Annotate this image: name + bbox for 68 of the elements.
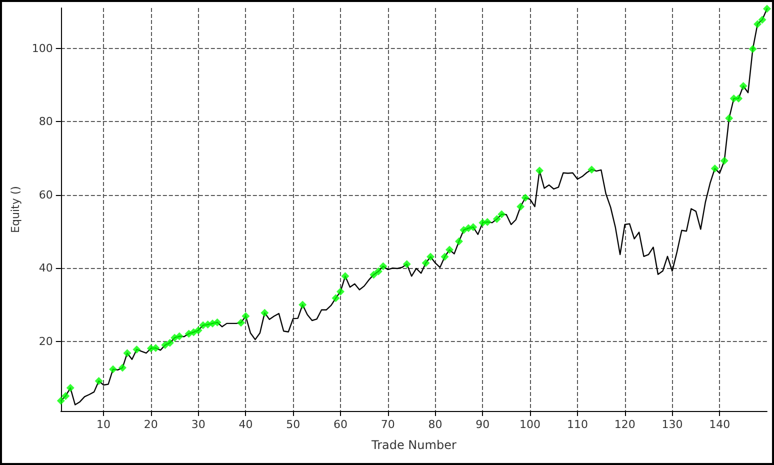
point xyxy=(758,16,766,24)
point xyxy=(374,267,382,276)
point xyxy=(402,260,411,268)
point xyxy=(710,164,719,172)
point xyxy=(483,218,492,226)
point xyxy=(132,345,141,354)
point xyxy=(336,288,344,296)
x-tick-label: 140 xyxy=(709,418,730,431)
x-tick-label: 10 xyxy=(96,418,111,431)
point xyxy=(370,270,378,279)
x-tick-label: 20 xyxy=(144,418,158,431)
point xyxy=(734,94,743,102)
y-tick-label: 40 xyxy=(38,262,53,275)
point xyxy=(175,332,184,340)
point xyxy=(536,166,544,175)
x-tick-label: 30 xyxy=(191,418,206,431)
y-tick-label: 20 xyxy=(38,334,53,348)
point xyxy=(260,308,269,317)
point xyxy=(298,300,307,309)
y-tick-label: 100 xyxy=(32,42,53,55)
point xyxy=(516,202,525,211)
x-tick-label: 110 xyxy=(566,418,588,431)
point xyxy=(422,258,430,267)
point xyxy=(725,114,734,122)
point xyxy=(748,45,757,54)
x-tick-label: 130 xyxy=(662,418,683,431)
x-tick-label: 70 xyxy=(380,418,395,431)
point xyxy=(426,252,435,261)
point xyxy=(739,82,748,90)
point xyxy=(379,262,388,270)
point xyxy=(332,294,340,302)
y-axis-title: Equity () xyxy=(9,186,22,233)
point xyxy=(166,338,174,347)
point xyxy=(94,376,103,385)
x-tick-label: 60 xyxy=(333,418,348,431)
point xyxy=(498,210,506,218)
point xyxy=(236,318,245,327)
point xyxy=(754,20,762,28)
point xyxy=(763,4,771,13)
point xyxy=(194,326,202,334)
x-tick-label: 100 xyxy=(520,418,541,431)
point xyxy=(469,223,478,232)
point xyxy=(242,312,250,320)
point xyxy=(445,246,454,254)
x-axis-title: Trade Number xyxy=(370,438,456,452)
point xyxy=(56,396,65,405)
point xyxy=(720,156,728,165)
x-tick-label: 40 xyxy=(238,418,253,431)
point xyxy=(66,384,74,392)
point xyxy=(341,272,350,280)
point xyxy=(213,318,222,326)
point xyxy=(62,392,70,400)
y-tick-label: 80 xyxy=(38,115,53,128)
point xyxy=(161,341,170,350)
point xyxy=(109,365,118,374)
point xyxy=(521,194,530,202)
point xyxy=(440,252,449,261)
x-tick-label: 80 xyxy=(428,418,442,431)
point xyxy=(123,349,132,358)
x-tick-label: 120 xyxy=(614,418,636,431)
x-tick-label: 90 xyxy=(476,418,490,431)
point xyxy=(492,215,501,224)
point xyxy=(454,237,463,246)
point xyxy=(152,344,160,352)
x-tick-label: 50 xyxy=(286,418,300,431)
point xyxy=(588,166,596,174)
y-tick-label: 60 xyxy=(38,188,53,202)
point xyxy=(118,364,126,372)
